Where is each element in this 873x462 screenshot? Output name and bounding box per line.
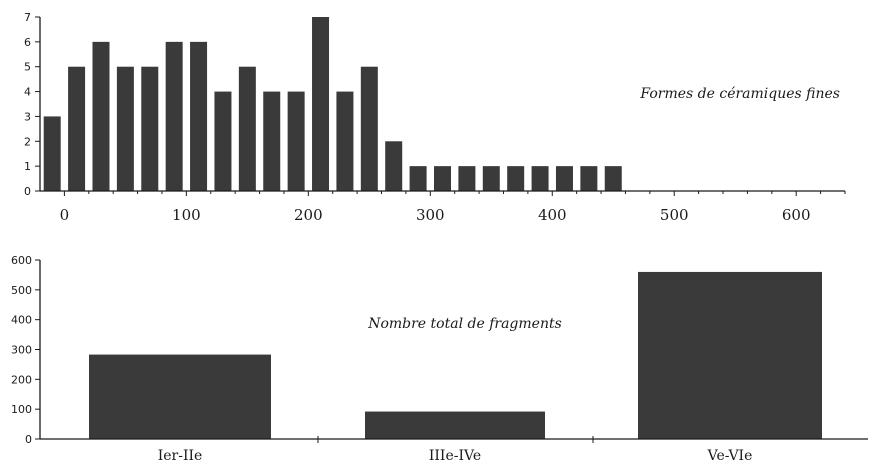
bar (287, 91, 305, 191)
bar (385, 141, 403, 191)
bar (141, 66, 159, 191)
bar (214, 91, 232, 191)
x-tick-label: 300 (416, 206, 445, 224)
bar (360, 66, 378, 191)
chart-annotation: Formes de céramiques fines (639, 86, 840, 102)
y-tick-label: 5 (24, 61, 31, 74)
bar (409, 166, 427, 191)
y-tick-label: 600 (11, 254, 32, 267)
bar (43, 116, 61, 191)
y-tick-label: 100 (11, 403, 32, 416)
bar (555, 166, 573, 191)
y-tick-label: 200 (11, 373, 32, 386)
chart-annotation: Nombre total de fragments (367, 316, 562, 332)
bar (434, 166, 451, 191)
x-tick-label: 600 (782, 206, 811, 224)
bar (458, 166, 476, 191)
bar (312, 17, 330, 191)
x-tick-label: 100 (172, 206, 201, 224)
bar (68, 66, 86, 191)
x-category-label: Ve-VIe (707, 448, 753, 462)
chart-ceramic-forms: 0 1 2 3 4 5 6 7 0 100 200 300 400 500 600 Formes de c… (24, 11, 846, 224)
y-tick-label: 7 (24, 11, 31, 24)
bar (165, 41, 183, 191)
x-tick-label: 200 (294, 206, 323, 224)
bar (263, 91, 281, 191)
bar (580, 166, 598, 191)
bar (238, 66, 256, 191)
x-tick-label: 400 (538, 206, 567, 224)
bar (638, 271, 822, 439)
x-category-label: IIIe-IVe (429, 448, 481, 462)
y-tick-label: 2 (24, 135, 31, 148)
y-tick-label: 300 (11, 344, 32, 357)
bar (92, 41, 110, 191)
x-tick-label: 0 (60, 206, 70, 224)
y-tick-label: 0 (24, 185, 31, 198)
y-tick-label: 400 (11, 314, 32, 327)
bar (365, 411, 545, 439)
y-tick-label: 6 (24, 36, 31, 49)
bar (531, 166, 549, 191)
bar (604, 166, 622, 191)
bar (190, 41, 208, 191)
bar (336, 91, 354, 191)
bar (89, 354, 271, 439)
y-tick-label: 1 (24, 160, 31, 173)
x-tick-label: 500 (660, 206, 689, 224)
y-tick-label: 500 (11, 284, 32, 297)
bar (507, 166, 525, 191)
x-category-label: Ier-IIe (158, 448, 203, 462)
bar (116, 66, 134, 191)
y-tick-label: 3 (24, 110, 31, 123)
bar (482, 166, 500, 191)
y-tick-label: 0 (25, 433, 32, 446)
y-tick-label: 4 (24, 86, 31, 99)
chart-fragment-totals: 0 100 200 300 400 500 600 Ier-IIe IIIe-IVe Ve-VI… (11, 254, 868, 462)
